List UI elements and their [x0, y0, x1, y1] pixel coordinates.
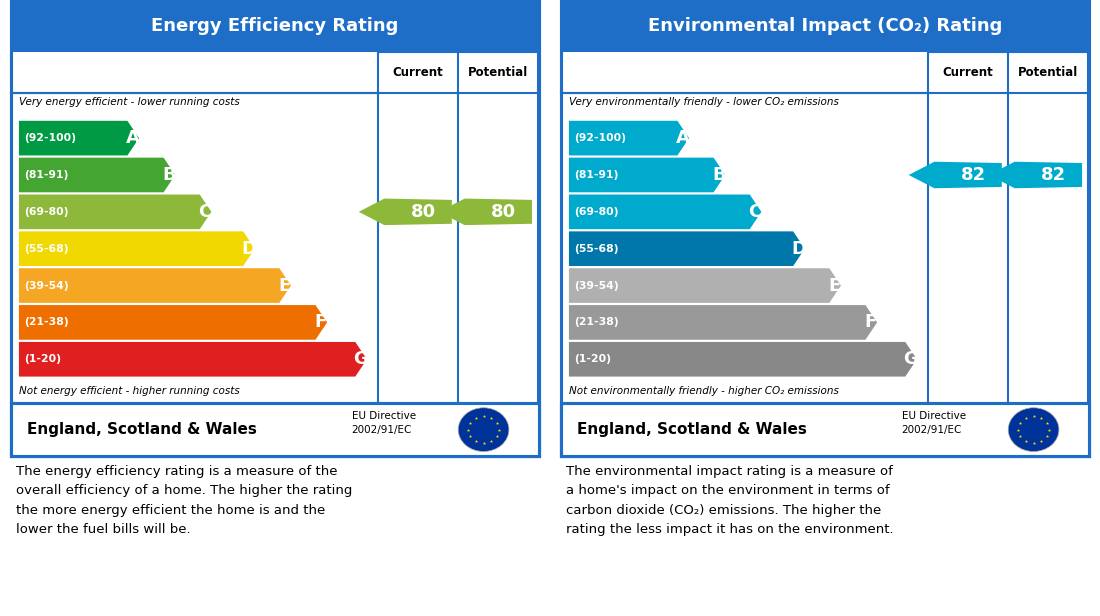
Text: E: E: [278, 277, 290, 294]
Text: 80: 80: [410, 203, 436, 221]
Text: (21-38): (21-38): [574, 317, 619, 328]
Circle shape: [459, 408, 509, 452]
Text: F: F: [865, 314, 877, 331]
Text: England, Scotland & Wales: England, Scotland & Wales: [26, 422, 256, 437]
Text: Not energy efficient - higher running costs: Not energy efficient - higher running co…: [19, 386, 240, 396]
Text: D: D: [791, 240, 806, 257]
Polygon shape: [19, 158, 175, 192]
Polygon shape: [19, 305, 327, 340]
Text: A: A: [125, 129, 140, 147]
Text: Current: Current: [393, 67, 443, 79]
Text: EU Directive
2002/91/EC: EU Directive 2002/91/EC: [902, 411, 966, 436]
Bar: [561, 0, 1089, 52]
Text: (1-20): (1-20): [574, 354, 612, 364]
Text: Environmental Impact (CO₂) Rating: Environmental Impact (CO₂) Rating: [648, 17, 1002, 35]
Text: 82: 82: [1041, 166, 1066, 184]
Text: B: B: [712, 166, 726, 184]
Text: (69-80): (69-80): [24, 207, 68, 217]
Bar: [11, 403, 539, 456]
Text: The environmental impact rating is a measure of
a home's impact on the environme: The environmental impact rating is a mea…: [566, 465, 894, 537]
Text: (39-54): (39-54): [24, 280, 69, 291]
Polygon shape: [569, 268, 840, 303]
Text: (81-91): (81-91): [574, 170, 618, 180]
Polygon shape: [19, 232, 255, 266]
Polygon shape: [569, 121, 689, 155]
Text: Current: Current: [943, 67, 993, 79]
Text: (55-68): (55-68): [574, 244, 618, 254]
Polygon shape: [19, 195, 211, 229]
Text: (81-91): (81-91): [24, 170, 68, 180]
Text: (55-68): (55-68): [24, 244, 68, 254]
Text: F: F: [315, 314, 327, 331]
Text: G: G: [353, 351, 369, 368]
Polygon shape: [439, 198, 532, 225]
Polygon shape: [569, 232, 805, 266]
Polygon shape: [569, 195, 761, 229]
Text: 80: 80: [491, 203, 516, 221]
Text: Not environmentally friendly - higher CO₂ emissions: Not environmentally friendly - higher CO…: [569, 386, 839, 396]
Text: England, Scotland & Wales: England, Scotland & Wales: [576, 422, 806, 437]
Text: (92-100): (92-100): [574, 133, 626, 143]
Polygon shape: [569, 158, 725, 192]
Text: (92-100): (92-100): [24, 133, 76, 143]
Polygon shape: [19, 342, 367, 376]
Text: Very environmentally friendly - lower CO₂ emissions: Very environmentally friendly - lower CO…: [569, 97, 839, 107]
Text: Potential: Potential: [1019, 67, 1078, 79]
Text: 82: 82: [960, 166, 986, 184]
Bar: [561, 403, 1089, 456]
Text: (1-20): (1-20): [24, 354, 62, 364]
Text: G: G: [903, 351, 918, 368]
Polygon shape: [909, 162, 1002, 188]
Circle shape: [1009, 408, 1059, 452]
Polygon shape: [19, 268, 290, 303]
Text: (21-38): (21-38): [24, 317, 69, 328]
Text: Very energy efficient - lower running costs: Very energy efficient - lower running co…: [19, 97, 240, 107]
Text: A: A: [675, 129, 690, 147]
Polygon shape: [989, 162, 1082, 188]
Polygon shape: [19, 121, 139, 155]
Text: C: C: [198, 203, 211, 221]
Text: B: B: [162, 166, 176, 184]
Text: D: D: [241, 240, 256, 257]
Text: E: E: [828, 277, 840, 294]
Text: The energy efficiency rating is a measure of the
overall efficiency of a home. T: The energy efficiency rating is a measur…: [16, 465, 353, 537]
Bar: [11, 0, 539, 52]
Text: Potential: Potential: [469, 67, 528, 79]
Text: EU Directive
2002/91/EC: EU Directive 2002/91/EC: [352, 411, 416, 436]
Text: Energy Efficiency Rating: Energy Efficiency Rating: [152, 17, 398, 35]
Text: (39-54): (39-54): [574, 280, 619, 291]
Text: (69-80): (69-80): [574, 207, 618, 217]
Polygon shape: [569, 305, 877, 340]
Polygon shape: [359, 198, 452, 225]
Text: C: C: [748, 203, 761, 221]
Polygon shape: [569, 342, 917, 376]
